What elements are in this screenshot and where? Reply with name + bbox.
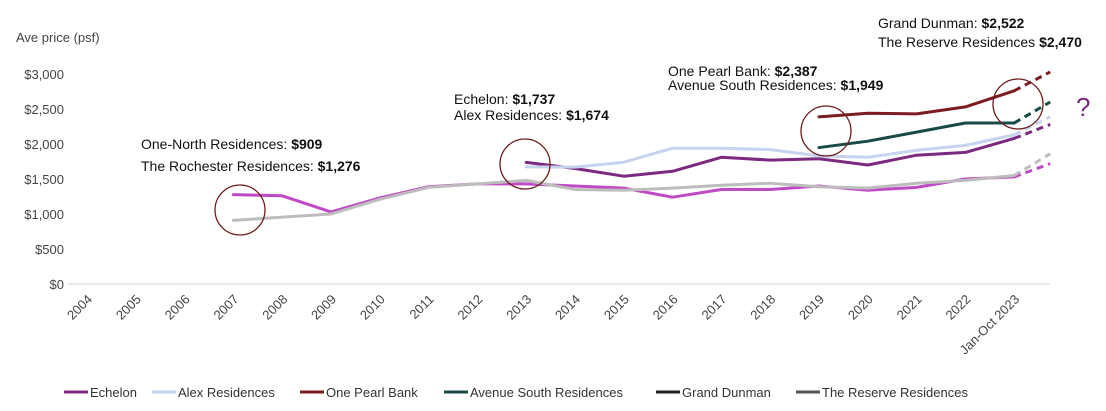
annotation-line: The Reserve Residences $2,470	[878, 34, 1082, 50]
projection-line	[1013, 100, 1051, 125]
annotation: One-North Residences: $909 The Rochester …	[141, 136, 361, 174]
projection-line	[1013, 115, 1051, 137]
x-tick-label: 2021	[894, 292, 925, 323]
series-line	[231, 175, 1016, 214]
legend-item: One Pearl Bank	[300, 385, 418, 400]
legend-item: Echelon	[64, 385, 137, 400]
annotation-line: Avenue South Residences: $1,949	[668, 77, 884, 93]
annotation-line: One Pearl Bank: $2,387	[668, 63, 818, 79]
series-the-reserve-residences	[231, 152, 1051, 222]
legend-label: Avenue South Residences	[470, 385, 623, 400]
x-tick-label: 2014	[552, 292, 583, 323]
annotation: Grand Dunman: $2,522 The Reserve Residenc…	[878, 15, 1082, 50]
x-tick-label: 2011	[406, 292, 436, 322]
legend-label: The Reserve Residences	[822, 385, 968, 400]
projection-line	[1013, 123, 1051, 140]
series-grand-dunman	[231, 162, 1051, 214]
x-tick-label: 2006	[162, 292, 193, 323]
projection-line	[1013, 152, 1051, 177]
series-avenue-south-residences	[817, 100, 1051, 150]
projection-line	[1013, 70, 1051, 93]
x-tick-label: 2020	[845, 292, 876, 323]
annotation-line: One-North Residences: $909	[141, 136, 323, 152]
question-mark: ?	[1076, 92, 1090, 122]
annotation-label: One-North Residences:	[141, 136, 291, 152]
legend-label: Echelon	[90, 385, 137, 400]
x-tick-label: 2019	[796, 292, 827, 323]
legend-label: One Pearl Bank	[326, 385, 418, 400]
projection-line	[1013, 162, 1051, 179]
annotation-value: $909	[291, 136, 322, 152]
annotation-line: Grand Dunman: $2,522	[878, 15, 1025, 31]
annotation-label: Alex Residences:	[454, 107, 566, 123]
series-lines	[231, 70, 1051, 222]
legend-item: The Reserve Residences	[796, 385, 968, 400]
annotation-value: $2,522	[982, 15, 1025, 31]
highlight-circles	[214, 78, 1044, 236]
annotation-label: Grand Dunman:	[878, 15, 982, 31]
highlight-circle	[992, 78, 1044, 130]
y-tick-label: $1,500	[24, 172, 64, 187]
x-axis: 2004 2005 2006 2007 2008 2009 2010 2011 2012 2013…	[64, 283, 1050, 357]
annotation-label: The Rochester Residences:	[141, 158, 318, 174]
y-tick-label: $0	[50, 277, 64, 292]
x-tick-label: 2012	[454, 292, 485, 323]
x-tick-label: 2017	[698, 292, 729, 323]
annotation-value: $1,949	[841, 77, 884, 93]
annotation-line: Echelon: $1,737	[454, 91, 555, 107]
x-tick-label: 2013	[503, 292, 534, 323]
x-tick-label: 2005	[113, 292, 144, 323]
legend-label: Alex Residences	[178, 385, 275, 400]
annotations: One-North Residences: $909 The Rochester …	[141, 15, 1090, 174]
annotation-line: Alex Residences: $1,674	[454, 107, 609, 123]
annotation-value: $2,387	[775, 63, 818, 79]
series-alex-residences	[524, 115, 1051, 169]
annotation-label: One Pearl Bank:	[668, 63, 775, 79]
legend-item: Grand Dunman	[656, 385, 771, 400]
series-line	[524, 133, 1016, 169]
y-tick-label: $1,000	[24, 207, 64, 222]
annotation-label: The Reserve Residences	[878, 34, 1039, 50]
series-echelon	[524, 123, 1051, 178]
series-line	[524, 136, 1016, 178]
annotation-value: $1,276	[318, 158, 361, 174]
x-tick-label: 2015	[601, 292, 632, 323]
x-tick-label: 2008	[259, 292, 290, 323]
annotation-value: $2,470	[1039, 34, 1082, 50]
x-tick-label: 2022	[942, 292, 973, 323]
series-one-pearl-bank	[817, 70, 1051, 119]
y-tick-label: $3,000	[24, 67, 64, 82]
y-axis-ticks: $0 $500 $1,000 $1,500 $2,000 $2,500 $3,000	[24, 67, 64, 292]
y-axis-label: Ave price (psf)	[16, 30, 100, 45]
x-tick-label: 2004	[64, 292, 95, 323]
annotation-label: Echelon:	[454, 91, 512, 107]
series-line	[231, 174, 1016, 222]
annotation-value: $1,737	[512, 91, 555, 107]
legend-item: Alex Residences	[152, 385, 275, 400]
y-tick-label: $2,000	[24, 137, 64, 152]
y-tick-label: $500	[35, 242, 64, 257]
annotation-label: Avenue South Residences:	[668, 77, 841, 93]
legend: Echelon Alex Residences One Pearl Bank Aven…	[64, 385, 968, 400]
series-line	[817, 121, 1016, 150]
series-line	[817, 89, 1016, 119]
y-tick-label: $2,500	[24, 102, 64, 117]
legend-item: Avenue South Residences	[444, 385, 623, 400]
highlight-circle	[214, 184, 266, 236]
x-tick-label: 2007	[210, 292, 241, 323]
legend-label: Grand Dunman	[682, 385, 771, 400]
x-tick-label: 2010	[357, 292, 388, 323]
x-tick-label: 2018	[747, 292, 778, 323]
highlight-circle	[499, 138, 551, 190]
highlight-circle	[800, 105, 852, 157]
annotation-line: The Rochester Residences: $1,276	[141, 158, 361, 174]
annotation-value: $1,674	[566, 107, 609, 123]
x-tick-label: 2009	[308, 292, 339, 323]
x-tick-label: 2016	[650, 292, 681, 323]
